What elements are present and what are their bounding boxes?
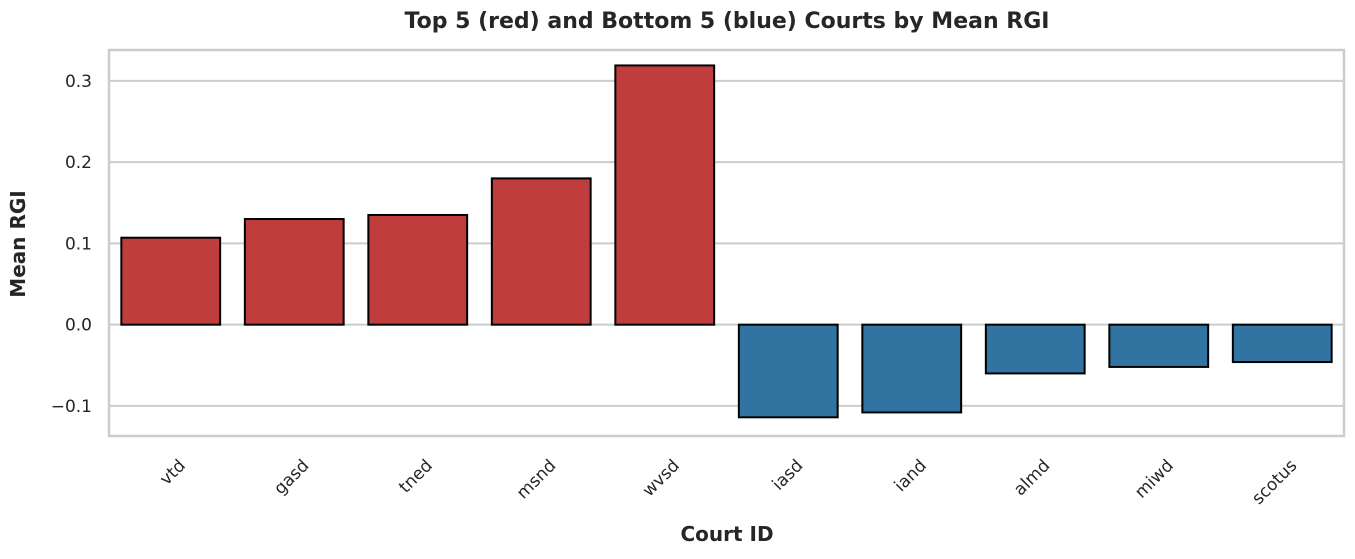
x-tick-label-tned: tned <box>395 456 437 498</box>
bar-wvsd <box>614 64 716 326</box>
bar-miwd <box>1108 323 1210 368</box>
bar-tned <box>367 213 469 326</box>
chart-title: Top 5 (red) and Bottom 5 (blue) Courts b… <box>405 9 1050 34</box>
bar-iand <box>861 323 963 414</box>
x-tick-label-almd: almd <box>1010 456 1054 500</box>
y-tick-label: 0.3 <box>65 72 92 92</box>
x-tick-label-iand: iand <box>891 456 931 496</box>
x-tick-label-miwd: miwd <box>1131 456 1178 503</box>
y-tick-label: 0.0 <box>65 316 92 336</box>
bar-msnd <box>490 177 592 326</box>
x-tick-label-wvsd: wvsd <box>639 456 684 501</box>
y-tick-label: 0.2 <box>65 153 92 173</box>
y-tick-label: −0.1 <box>51 397 92 417</box>
bars <box>120 64 1333 419</box>
x-tick-label-msnd: msnd <box>513 456 560 503</box>
bar-gasd <box>243 218 345 326</box>
plot-frame <box>107 48 1346 438</box>
bar-scotus <box>1231 323 1333 364</box>
x-tick-label-vtd: vtd <box>156 456 190 490</box>
x-tick-labels: vtd gasd tned msnd wvsd iasd iand almd miwd scotu… <box>156 456 1301 509</box>
x-axis-label: Court ID <box>680 522 773 546</box>
bar-vtd <box>120 236 222 326</box>
y-tick-label: 0.1 <box>65 234 92 254</box>
y-tick-labels: −0.1 0.0 0.1 0.2 0.3 <box>51 72 92 417</box>
x-tick-label-scotus: scotus <box>1248 456 1301 509</box>
x-tick-label-gasd: gasd <box>270 456 313 499</box>
bar-iasd <box>737 323 839 419</box>
x-tick-label-iasd: iasd <box>769 456 808 495</box>
bar-almd <box>984 323 1086 375</box>
y-axis-label: Mean RGI <box>6 190 30 297</box>
